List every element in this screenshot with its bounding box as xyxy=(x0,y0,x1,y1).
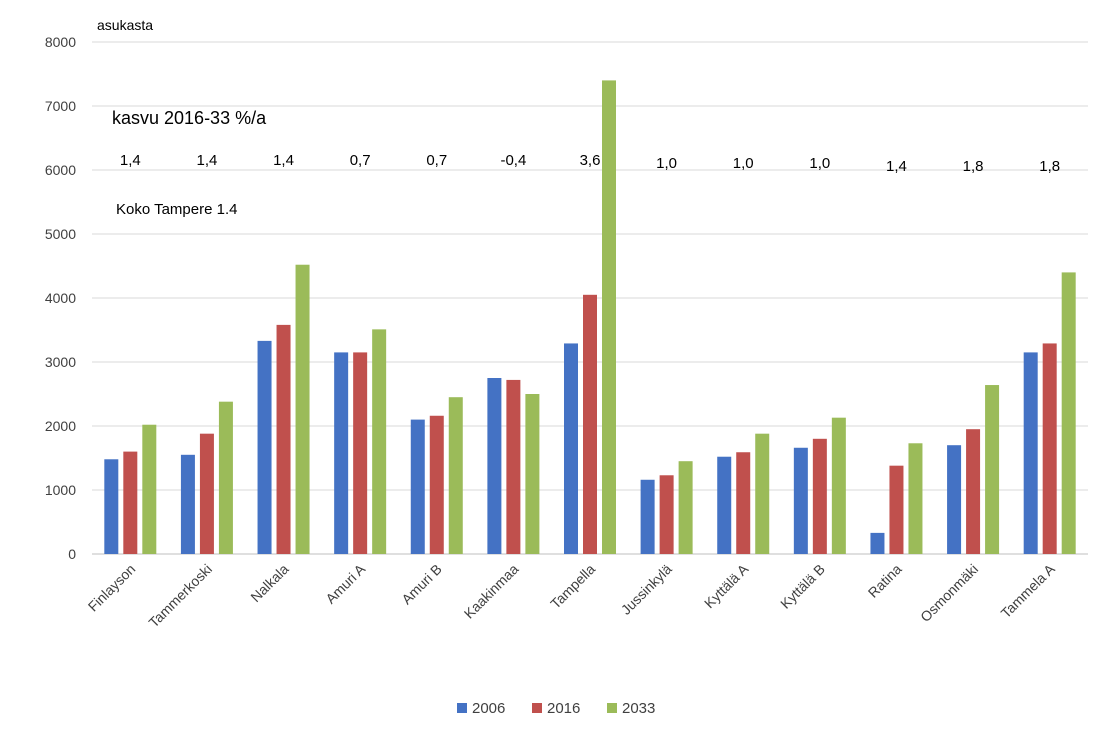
bar-2033 xyxy=(525,394,540,554)
bar-2006 xyxy=(334,352,349,554)
bar-2006 xyxy=(180,454,195,554)
legend-label: 2033 xyxy=(622,700,655,717)
y-tick-label: 4000 xyxy=(45,290,76,306)
bar-2006 xyxy=(640,479,655,554)
y-tick-label: 7000 xyxy=(45,98,76,114)
x-tick-label: Ratina xyxy=(865,561,905,601)
growth-rate-label: 1,0 xyxy=(809,155,830,172)
y-axis-unit-label: asukasta xyxy=(97,17,153,33)
bar-2016 xyxy=(889,465,904,554)
bar-2033 xyxy=(831,417,846,554)
growth-title: kasvu 2016-33 %/a xyxy=(112,108,267,128)
growth-rate-label: 1,4 xyxy=(196,152,217,169)
x-tick-label: Kaakinmaa xyxy=(461,561,522,622)
x-tick-label: Osmonmäki xyxy=(917,561,981,625)
bar-2006 xyxy=(717,456,732,554)
growth-rate-label: 1,8 xyxy=(1039,158,1060,175)
bar-2033 xyxy=(1061,272,1076,554)
growth-rate-label: 1,0 xyxy=(656,155,677,172)
bar-2006 xyxy=(947,445,962,554)
bar-2033 xyxy=(602,80,616,555)
growth-rate-label: 3,6 xyxy=(580,152,601,169)
bar-2006 xyxy=(487,378,502,554)
bar-2016 xyxy=(506,379,521,554)
bar-2016 xyxy=(276,324,291,554)
bar-2006 xyxy=(564,343,578,554)
bar-2006 xyxy=(410,419,425,554)
bar-2033 xyxy=(908,443,923,554)
bar-2033 xyxy=(218,401,233,554)
bar-2016 xyxy=(199,433,214,554)
bar-2033 xyxy=(372,329,387,554)
y-tick-label: 1000 xyxy=(45,482,76,498)
x-tick-label: Tammela A xyxy=(998,560,1059,621)
bar-2033 xyxy=(448,397,463,554)
x-tick-label: Amuri B xyxy=(398,561,445,608)
growth-rate-label: 0,7 xyxy=(350,152,371,169)
x-axis-ticks: Finlayson Tammerkoski Nalkala Amuri A Amuri … xyxy=(85,560,1059,630)
bar-2016 xyxy=(123,451,138,554)
bar-2006 xyxy=(104,459,119,554)
y-tick-label: 6000 xyxy=(45,162,76,178)
growth-rate-label: 0,7 xyxy=(426,152,447,169)
y-axis-ticks: 0 1000 2000 3000 4000 5000 6000 7000 8000 xyxy=(45,34,76,562)
x-tick-label: Tampella xyxy=(547,561,598,612)
legend: 2006 2016 2033 xyxy=(457,700,655,717)
bar-2016 xyxy=(583,294,597,554)
x-tick-label: Tammerkoski xyxy=(145,561,215,631)
total-growth-note: Koko Tampere 1.4 xyxy=(116,201,237,218)
growth-rate-label: 1,8 xyxy=(963,158,984,175)
growth-rate-label: 1,4 xyxy=(886,158,907,175)
legend-label: 2006 xyxy=(472,700,505,717)
y-tick-label: 3000 xyxy=(45,354,76,370)
x-tick-label: Nalkala xyxy=(247,561,291,605)
legend-swatch xyxy=(607,703,617,713)
bar-2016 xyxy=(812,438,827,554)
x-tick-label: Jussinkylä xyxy=(618,561,675,618)
y-tick-label: 8000 xyxy=(45,34,76,50)
x-tick-label: Kyttälä A xyxy=(701,560,752,611)
bar-2033 xyxy=(985,385,1000,554)
growth-rate-label: -0,4 xyxy=(500,152,526,169)
bar-2016 xyxy=(1042,343,1057,554)
bar-2033 xyxy=(755,433,770,554)
x-tick-label: Amuri A xyxy=(322,560,368,606)
bar-2016 xyxy=(429,415,444,554)
x-tick-label: Kyttälä B xyxy=(777,561,828,612)
y-tick-label: 0 xyxy=(68,546,76,562)
bar-2033 xyxy=(295,264,310,554)
bar-2033 xyxy=(142,424,157,554)
y-tick-label: 5000 xyxy=(45,226,76,242)
legend-swatch xyxy=(457,703,467,713)
bar-2016 xyxy=(966,429,981,554)
bar-2016 xyxy=(659,475,674,554)
bars xyxy=(104,80,1076,555)
growth-rate-label: 1,4 xyxy=(273,152,294,169)
growth-rate-label: 1,0 xyxy=(733,155,754,172)
bar-2006 xyxy=(793,447,808,554)
bar-2006 xyxy=(1023,352,1038,554)
y-tick-label: 2000 xyxy=(45,418,76,434)
legend-swatch xyxy=(532,703,542,713)
growth-rate-labels: 1,4 1,4 1,4 0,7 0,7 -0,4 3,6 1,0 1,0 1,0 1,4 1,8 1,8 xyxy=(120,152,1060,175)
growth-rate-label: 1,4 xyxy=(120,152,141,169)
bar-2016 xyxy=(353,352,368,554)
bar-2006 xyxy=(257,340,272,554)
bar-2033 xyxy=(678,461,693,554)
x-tick-label: Finlayson xyxy=(85,561,139,615)
bar-2006 xyxy=(870,532,885,554)
bar-2016 xyxy=(736,452,751,554)
legend-label: 2016 xyxy=(547,700,580,717)
